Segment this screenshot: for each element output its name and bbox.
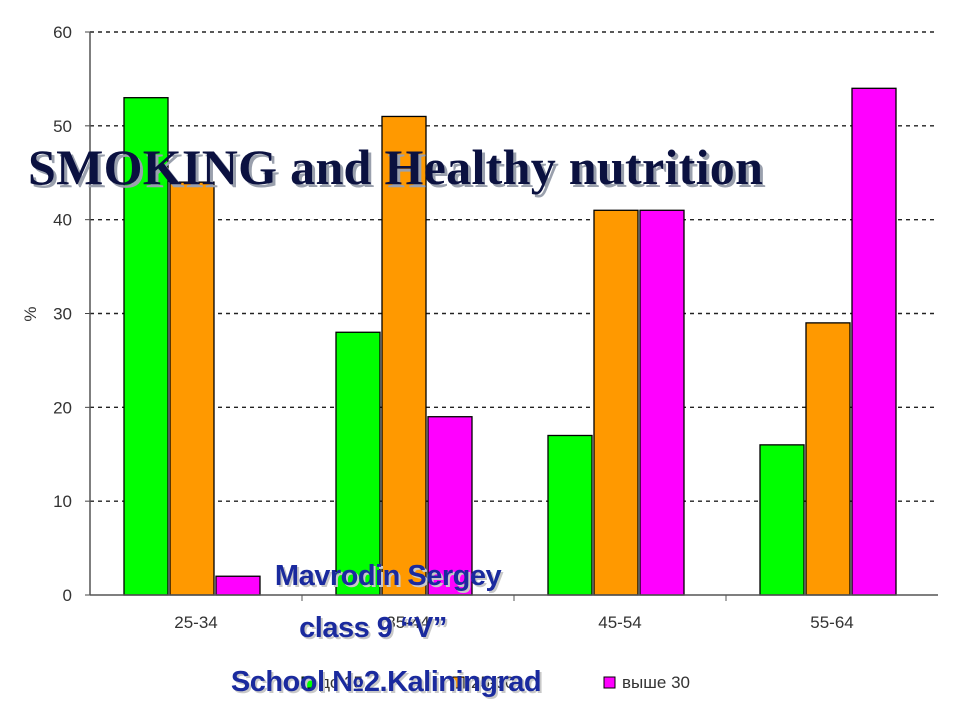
legend-swatch bbox=[603, 676, 616, 689]
bar-25-30-55-64 bbox=[805, 322, 851, 596]
axes bbox=[85, 31, 938, 601]
y-tick-label: 40 bbox=[53, 211, 72, 230]
legend: до 25 25-30 выше 30 bbox=[301, 673, 690, 692]
y-axis-title: % bbox=[21, 306, 40, 321]
slide-title: SMOKING and Healthy nutrition bbox=[28, 139, 764, 195]
y-tick-label: 10 bbox=[53, 492, 72, 511]
y-tick-label: 60 bbox=[53, 23, 72, 42]
y-tick-label: 0 bbox=[63, 586, 72, 605]
x-tick-label: 45-54 bbox=[598, 613, 641, 632]
y-tick-labels: 0 10 20 30 40 50 60 bbox=[53, 23, 72, 605]
bar-выше-30-25-34 bbox=[215, 575, 261, 596]
bar-до-25-55-64 bbox=[759, 444, 805, 596]
bars bbox=[123, 87, 897, 596]
x-tick-label: 25-34 bbox=[174, 613, 217, 632]
school-name: School №2.Kaliningrad bbox=[230, 666, 542, 698]
bar-до-25-45-54 bbox=[547, 434, 593, 596]
legend-swatch bbox=[452, 676, 465, 689]
bar-25-30-45-54 bbox=[593, 209, 639, 596]
y-tick-label: 20 bbox=[53, 398, 72, 417]
legend-label: до 25 bbox=[320, 673, 363, 692]
legend-label: выше 30 bbox=[622, 673, 690, 692]
class-name: class 9 “V” bbox=[299, 612, 447, 644]
x-tick-label: 55-64 bbox=[810, 613, 853, 632]
x-tick-labels: 25-34 35-44 45-54 55-64 bbox=[174, 613, 853, 632]
y-tick-label: 50 bbox=[53, 117, 72, 136]
legend-label: 25-30 bbox=[471, 673, 514, 692]
bar-до-25-25-34 bbox=[123, 97, 169, 596]
bar-25-30-25-34 bbox=[169, 181, 215, 596]
bar-выше-30-55-64 bbox=[851, 87, 897, 596]
bar-25-30-35-44 bbox=[381, 115, 427, 596]
bar-до-25-35-44 bbox=[335, 331, 381, 596]
x-tick-label: 35-44 bbox=[386, 613, 429, 632]
bar-выше-30-45-54 bbox=[639, 209, 685, 596]
y-tick-label: 30 bbox=[53, 305, 72, 324]
legend-swatch bbox=[301, 676, 314, 689]
author-name: Mavrodin Sergey bbox=[274, 560, 502, 592]
bar-выше-30-35-44 bbox=[427, 416, 473, 596]
